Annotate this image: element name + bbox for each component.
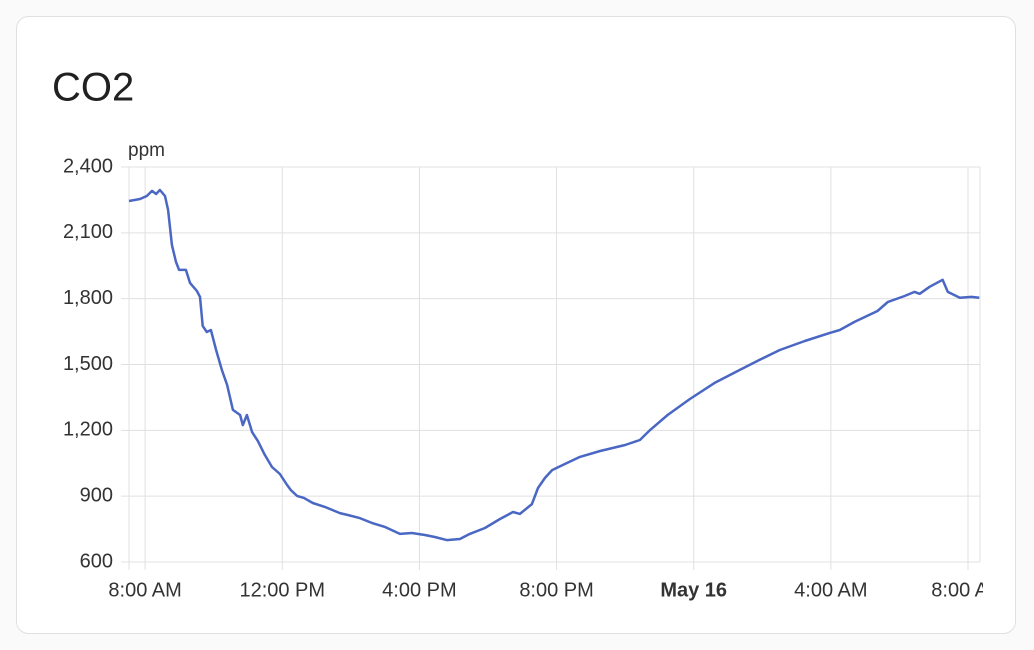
y-tick-label: 1,800 xyxy=(63,287,113,309)
y-axis-unit: ppm xyxy=(128,140,165,161)
y-tick-label: 1,500 xyxy=(63,353,113,375)
x-tick-label: 12:00 PM xyxy=(239,579,325,601)
card xyxy=(16,16,1016,634)
y-tick-label: 900 xyxy=(80,484,113,506)
x-tick-label: 8:00 AM xyxy=(108,579,181,601)
x-tick-label: May 16 xyxy=(660,579,727,601)
data-line xyxy=(128,188,980,542)
y-tick-label: 2,100 xyxy=(63,221,113,243)
y-tick-label: 1,200 xyxy=(63,419,113,441)
x-tick-label: 4:00 PM xyxy=(382,579,456,601)
x-tick-label: 4:00 AM xyxy=(794,579,867,601)
y-tick-label: 2,400 xyxy=(63,155,113,177)
y-tick-label: 600 xyxy=(80,550,113,572)
x-tick-label: 8:00 AM xyxy=(931,579,1004,601)
chart-title: CO2 xyxy=(52,66,134,110)
x-tick-label: 8:00 PM xyxy=(519,579,593,601)
